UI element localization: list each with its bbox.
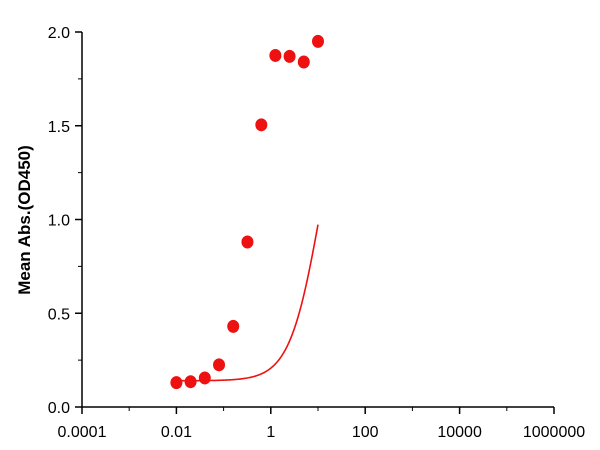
x-tick-label: 0.0001 (58, 424, 107, 441)
axes: 0.0001 0.01 1 100 10000 1000000 0.0 0.5 1.0 1.5 2.… (48, 25, 585, 441)
y-tick-label: 1.0 (48, 213, 70, 230)
data-point (312, 34, 324, 48)
data-point (255, 118, 268, 132)
data-point (213, 358, 226, 372)
x-tick-label: 1000000 (523, 424, 585, 441)
data-point (283, 49, 296, 63)
data-point (241, 235, 254, 249)
y-tick-label: 0.0 (48, 400, 70, 417)
y-tick-label: 2.0 (48, 25, 70, 42)
data-point (227, 319, 240, 333)
data-points-layer (170, 34, 324, 390)
y-axis-title: Mean Abs.(OD450) (15, 145, 34, 295)
x-tick-label: 0.01 (161, 424, 192, 441)
y-tick-label: 1.5 (48, 119, 70, 136)
x-tick-label: 10000 (437, 424, 482, 441)
data-point (198, 371, 211, 385)
data-point (170, 376, 183, 390)
x-tick-label: 1 (266, 424, 275, 441)
data-point (184, 375, 197, 389)
x-tick-label: 100 (352, 424, 379, 441)
y-tick-label: 0.5 (48, 306, 70, 323)
data-point (269, 48, 282, 62)
data-point (297, 55, 310, 69)
